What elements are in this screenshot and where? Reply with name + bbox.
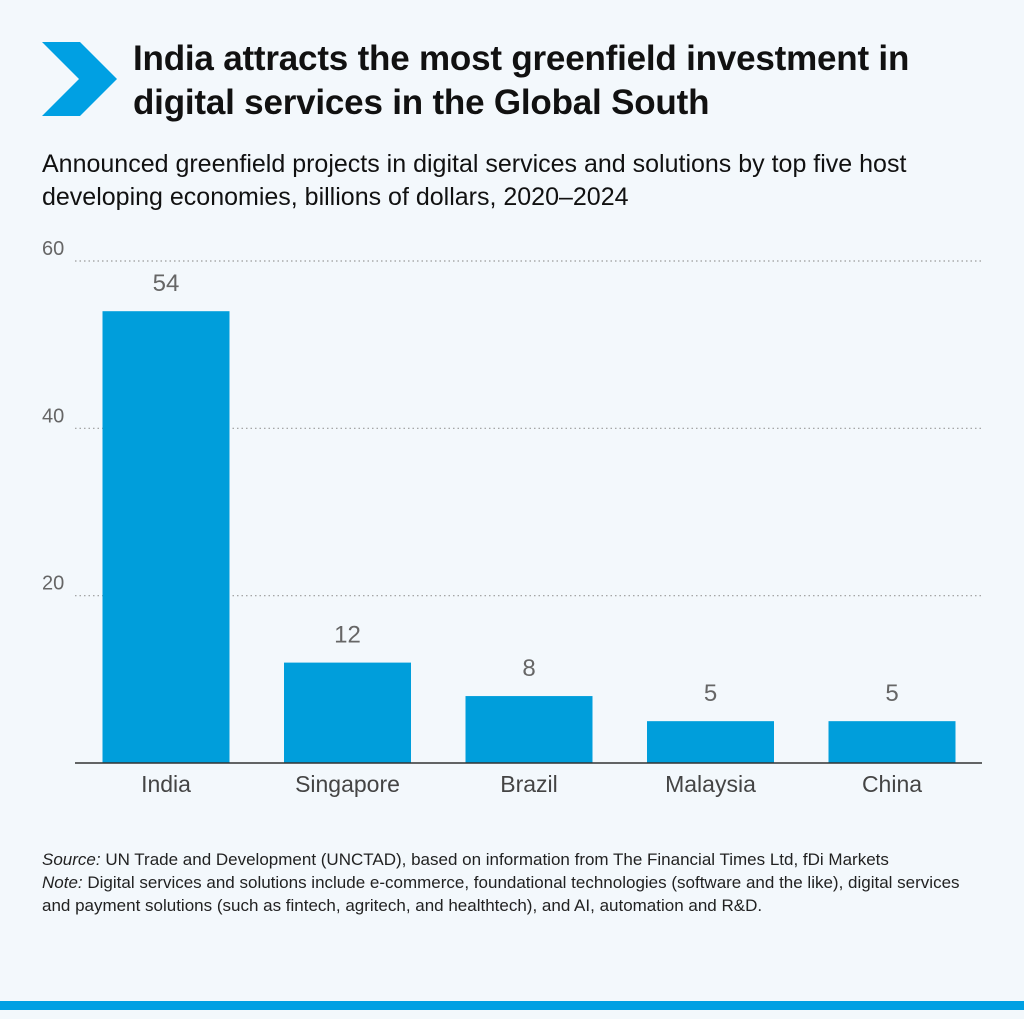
bottom-accent-bar xyxy=(0,1001,1024,1010)
bar xyxy=(647,721,774,763)
y-tick-label: 40 xyxy=(42,405,64,427)
data-label: 8 xyxy=(522,655,535,682)
source-lead: Source: xyxy=(42,850,101,869)
chart-notes: Source: UN Trade and Development (UNCTAD… xyxy=(42,848,982,917)
x-tick-label: India xyxy=(141,771,191,797)
definition-note: Note: Digital services and solutions inc… xyxy=(42,871,982,917)
x-tick-label: China xyxy=(862,771,922,797)
data-labels: 54 12 8 5 5 xyxy=(153,270,899,707)
x-tick-label: Brazil xyxy=(500,771,558,797)
data-label: 5 xyxy=(704,680,717,707)
note-lead: Note: xyxy=(42,873,83,892)
source-note: Source: UN Trade and Development (UNCTAD… xyxy=(42,848,982,871)
y-tick-label: 20 xyxy=(42,573,64,595)
chevron-right-icon xyxy=(42,42,117,116)
chart-title: India attracts the most greenfield inves… xyxy=(133,39,910,122)
bar xyxy=(284,662,411,763)
data-label: 54 xyxy=(153,270,180,297)
chart-subtitle: Announced greenfield projects in digital… xyxy=(42,150,907,211)
bars xyxy=(102,311,956,763)
bar xyxy=(465,696,593,763)
data-label: 5 xyxy=(885,680,898,707)
source-text: UN Trade and Development (UNCTAD), based… xyxy=(100,850,889,869)
x-tick-label: Malaysia xyxy=(665,771,756,797)
y-tick-labels: 20 40 60 xyxy=(42,238,64,595)
y-tick-label: 60 xyxy=(42,238,64,260)
x-tick-label: Singapore xyxy=(295,771,400,797)
data-label: 12 xyxy=(334,622,361,649)
note-text: Digital services and solutions include e… xyxy=(42,873,960,915)
bar-chart: 54 12 8 5 5 20 40 60 India Singapore Brazil Malay… xyxy=(42,238,982,797)
bar xyxy=(828,721,956,763)
x-tick-labels: India Singapore Brazil Malaysia China xyxy=(141,771,922,797)
bar xyxy=(102,311,230,763)
